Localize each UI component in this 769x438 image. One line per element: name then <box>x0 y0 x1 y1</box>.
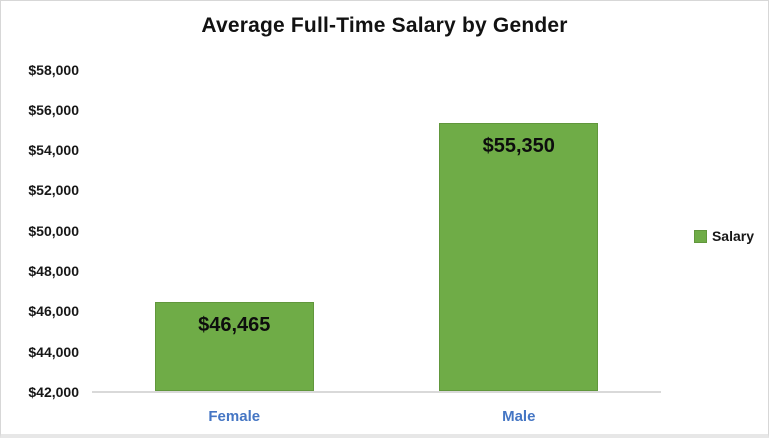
legend-swatch-salary-icon <box>693 229 707 243</box>
bar-male: $55,350 <box>439 122 599 391</box>
x-axis-line <box>92 391 661 393</box>
y-tick-label: $44,000 <box>28 343 79 360</box>
y-tick-label: $58,000 <box>28 61 79 78</box>
legend-label-salary: Salary <box>711 228 754 244</box>
category-label-male: Male <box>502 408 536 425</box>
category-label-female: Female <box>208 408 261 425</box>
y-tick-label: $46,000 <box>28 303 79 320</box>
y-tick-label: $54,000 <box>28 142 79 159</box>
y-tick-label: $56,000 <box>28 101 79 118</box>
y-tick-label: $42,000 <box>28 384 79 400</box>
chart-title: Average Full-Time Salary by Gender <box>201 14 568 37</box>
bar-female: $46,465 <box>154 302 314 391</box>
bar-value-label-male: $55,350 <box>482 134 555 157</box>
legend: Salary <box>693 228 754 244</box>
y-tick-label: $52,000 <box>28 182 79 199</box>
y-tick-label: $50,000 <box>28 222 79 239</box>
bar-value-label-female: $46,465 <box>198 314 271 336</box>
y-tick-label: $48,000 <box>28 263 79 280</box>
